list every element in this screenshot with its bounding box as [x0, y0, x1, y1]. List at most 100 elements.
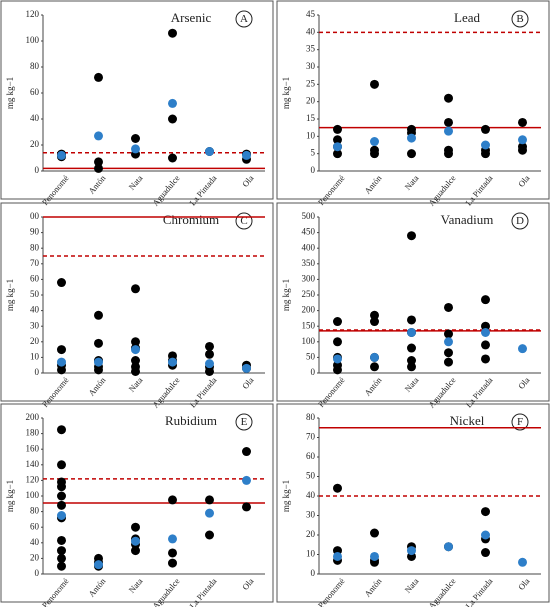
- sample-point: [370, 317, 379, 327]
- y-tick-label: 50: [306, 351, 316, 361]
- sample-point: [131, 522, 140, 532]
- sample-point: [444, 329, 453, 339]
- mean-point: [94, 560, 103, 570]
- mean-point: [94, 357, 103, 367]
- sample-point: [481, 340, 490, 350]
- mean-point: [518, 135, 527, 145]
- y-tick-label: 100: [26, 35, 40, 45]
- sample-point: [407, 149, 416, 159]
- y-tick-label: 00: [30, 211, 40, 221]
- sample-point: [94, 72, 103, 82]
- sample-point: [242, 502, 251, 512]
- y-tick-label: 25: [306, 78, 316, 88]
- y-tick-label: 70: [30, 258, 40, 268]
- y-tick-label: 150: [302, 320, 316, 330]
- mean-point: [444, 542, 453, 552]
- mean-point: [131, 536, 140, 546]
- y-tick-label: 60: [30, 521, 40, 531]
- sample-point: [131, 337, 140, 347]
- y-tick-label: 0: [311, 165, 316, 175]
- sample-point: [481, 295, 490, 305]
- y-tick-label: 30: [306, 510, 316, 520]
- y-tick-label: 35: [306, 44, 316, 54]
- x-tick-label: Antón: [362, 375, 384, 398]
- mean-point: [333, 551, 342, 561]
- sample-point: [131, 356, 140, 366]
- sample-point: [131, 546, 140, 556]
- y-axis-label: mg kg−1: [5, 480, 15, 512]
- sample-point: [57, 425, 66, 435]
- sample-point: [444, 149, 453, 159]
- sample-point: [168, 558, 177, 568]
- mean-point: [168, 357, 177, 367]
- y-tick-label: 0: [35, 568, 40, 578]
- sample-point: [94, 365, 103, 375]
- panel-letter-circle: [235, 413, 253, 431]
- mean-point: [407, 327, 416, 337]
- y-tick-label: 40: [306, 490, 316, 500]
- sample-point: [444, 302, 453, 312]
- mean-point: [444, 337, 453, 347]
- y-tick-label: 45: [306, 9, 316, 19]
- panel-frame: [0, 0, 274, 200]
- sample-point: [242, 447, 251, 457]
- mean-point: [168, 534, 177, 544]
- y-tick-label: 40: [30, 305, 40, 315]
- sample-point: [444, 117, 453, 127]
- y-tick-label: 120: [26, 9, 40, 19]
- y-tick-label: 250: [302, 289, 316, 299]
- sample-point: [481, 354, 490, 364]
- sample-point: [205, 341, 214, 351]
- panel-frame: [0, 202, 274, 402]
- sample-point: [333, 135, 342, 145]
- sample-point: [407, 315, 416, 325]
- y-tick-label: 160: [26, 443, 40, 453]
- sample-point: [370, 149, 379, 159]
- sample-point: [444, 348, 453, 358]
- sample-point: [333, 337, 342, 347]
- sample-point: [481, 507, 490, 517]
- sample-point: [333, 124, 342, 134]
- sample-point: [370, 79, 379, 89]
- y-tick-label: 10: [306, 549, 316, 559]
- panel-title: Chromium: [163, 212, 219, 227]
- y-tick-label: 200: [302, 305, 316, 315]
- sample-point: [333, 483, 342, 493]
- sample-point: [57, 561, 66, 571]
- mean-point: [242, 363, 251, 373]
- panel-letter-circle: [511, 413, 529, 431]
- y-tick-label: 20: [30, 552, 40, 562]
- mean-point: [333, 354, 342, 364]
- x-tick-label: Ola: [240, 576, 256, 592]
- mean-point: [57, 150, 66, 160]
- mean-point: [481, 327, 490, 337]
- y-tick-label: 50: [30, 289, 40, 299]
- mean-point: [370, 137, 379, 147]
- y-tick-label: 500: [302, 211, 316, 221]
- y-tick-label: 40: [306, 26, 316, 36]
- sample-point: [57, 278, 66, 288]
- sample-point: [94, 310, 103, 320]
- mean-point: [407, 133, 416, 143]
- sample-point: [131, 366, 140, 376]
- y-tick-label: 120: [26, 474, 40, 484]
- sample-point: [333, 317, 342, 327]
- y-axis-label: mg kg−1: [5, 279, 15, 311]
- y-tick-label: 0: [35, 367, 40, 377]
- sample-point: [518, 117, 527, 127]
- panel-title: Arsenic: [171, 10, 212, 25]
- panel-title: Vanadium: [441, 212, 494, 227]
- y-tick-label: 10: [306, 130, 316, 140]
- sample-point: [168, 153, 177, 163]
- y-tick-label: 180: [26, 428, 40, 438]
- x-tick-label: Antón: [86, 173, 108, 196]
- sample-point: [333, 365, 342, 375]
- sample-point: [205, 366, 214, 376]
- sample-point: [57, 460, 66, 470]
- panel-title: Nickel: [450, 413, 485, 428]
- sample-point: [481, 124, 490, 134]
- mean-point: [57, 511, 66, 520]
- mean-point: [481, 530, 490, 540]
- x-tick-label: Ola: [516, 173, 532, 189]
